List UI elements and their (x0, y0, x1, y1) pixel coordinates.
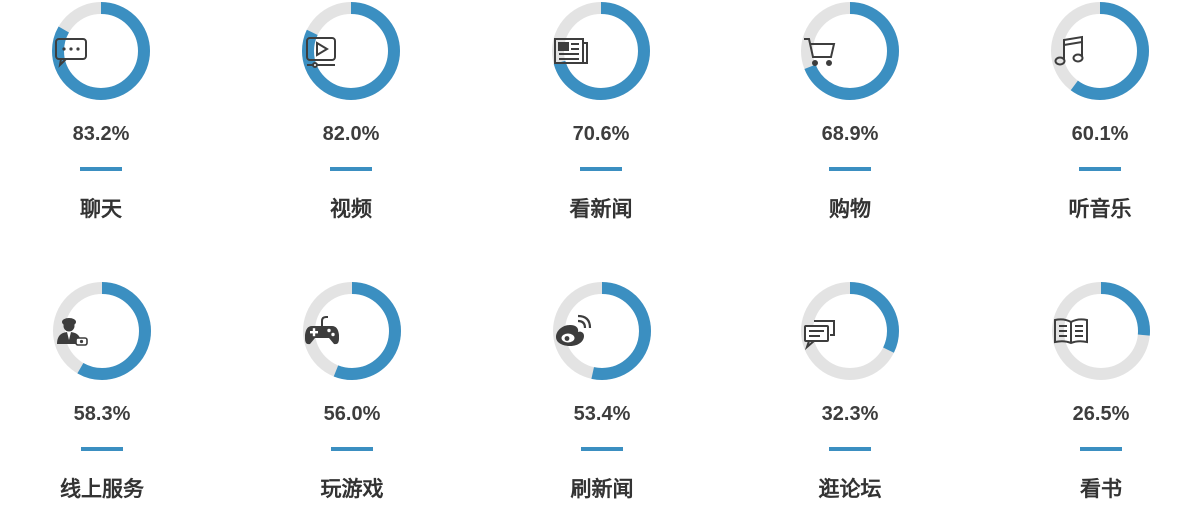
forum-bubbles-icon (800, 311, 840, 351)
donut-item-chat: 83.2% 聊天 (21, 1, 181, 231)
category-label: 聊天 (80, 197, 122, 221)
percent-value: 70.6% (572, 123, 630, 145)
donut-arc-shopping-cart (801, 2, 899, 100)
percent-value: 68.9% (821, 123, 879, 145)
divider-bar (81, 447, 123, 451)
category-label: 听音乐 (1068, 197, 1132, 221)
donut-item-music: 60.1% 听音乐 (1020, 1, 1180, 231)
percent-value: 58.3% (73, 403, 131, 425)
donut-svg (1052, 282, 1150, 380)
divider-bar (330, 167, 372, 171)
divider-bar (1079, 167, 1121, 171)
divider-bar (581, 447, 623, 451)
donut-item-forum: 32.3% 逛论坛 (770, 281, 930, 511)
donut-arc-customer-service (53, 282, 151, 380)
donut-ring (800, 1, 900, 101)
donut-ring (1050, 1, 1150, 101)
donut-item-news: 70.6% 看新闻 (521, 1, 681, 231)
donut-arc-gamepad (303, 282, 401, 380)
divider-bar (80, 167, 122, 171)
gamepad-icon (302, 311, 342, 351)
divider-bar (829, 167, 871, 171)
divider-bar (331, 447, 373, 451)
donut-item-video: 82.0% 视频 (271, 1, 431, 231)
music-note-icon (1050, 31, 1090, 71)
category-label: 刷新闻 (570, 477, 634, 501)
open-book-icon (1051, 311, 1091, 351)
donut-arc-open-book (1052, 282, 1150, 380)
percent-value: 60.1% (1071, 123, 1129, 145)
donut-item-refresh-news: 53.4% 刷新闻 (522, 281, 682, 511)
percent-value: 83.2% (72, 123, 130, 145)
donut-svg (1051, 2, 1149, 100)
category-label: 线上服务 (60, 477, 144, 501)
donut-item-shopping: 68.9% 购物 (770, 1, 930, 231)
chat-bubble-icon (51, 31, 91, 71)
donut-ring (51, 1, 151, 101)
category-label: 购物 (829, 197, 871, 221)
category-label: 看书 (1080, 477, 1122, 501)
donut-arc-newspaper (552, 2, 650, 100)
video-play-icon (301, 31, 341, 71)
donut-arc-music-note (1051, 2, 1149, 100)
percent-value: 56.0% (323, 403, 381, 425)
category-label: 逛论坛 (818, 477, 882, 501)
donut-ring (1051, 281, 1151, 381)
weibo-icon (552, 311, 592, 351)
divider-bar (1080, 447, 1122, 451)
customer-service-icon (52, 311, 92, 351)
donut-arc-chat-bubble (52, 2, 150, 100)
category-label: 视频 (330, 197, 372, 221)
percent-value: 82.0% (322, 123, 380, 145)
percent-value: 26.5% (1072, 403, 1130, 425)
percent-value: 53.4% (573, 403, 631, 425)
donut-ring (52, 281, 152, 381)
donut-item-reading: 26.5% 看书 (1021, 281, 1181, 511)
donut-arc-weibo (553, 282, 651, 380)
shopping-cart-icon (800, 31, 840, 71)
donut-svg (801, 2, 899, 100)
percent-value: 32.3% (821, 403, 879, 425)
donut-svg (53, 282, 151, 380)
divider-bar (829, 447, 871, 451)
divider-bar (580, 167, 622, 171)
donut-arc-forum-bubbles (801, 282, 899, 380)
category-label: 玩游戏 (320, 477, 384, 501)
donut-item-online-service: 58.3% 线上服务 (22, 281, 182, 511)
newspaper-icon (551, 31, 591, 71)
donut-item-games: 56.0% 玩游戏 (272, 281, 432, 511)
category-label: 看新闻 (569, 197, 633, 221)
donut-svg (52, 2, 150, 100)
